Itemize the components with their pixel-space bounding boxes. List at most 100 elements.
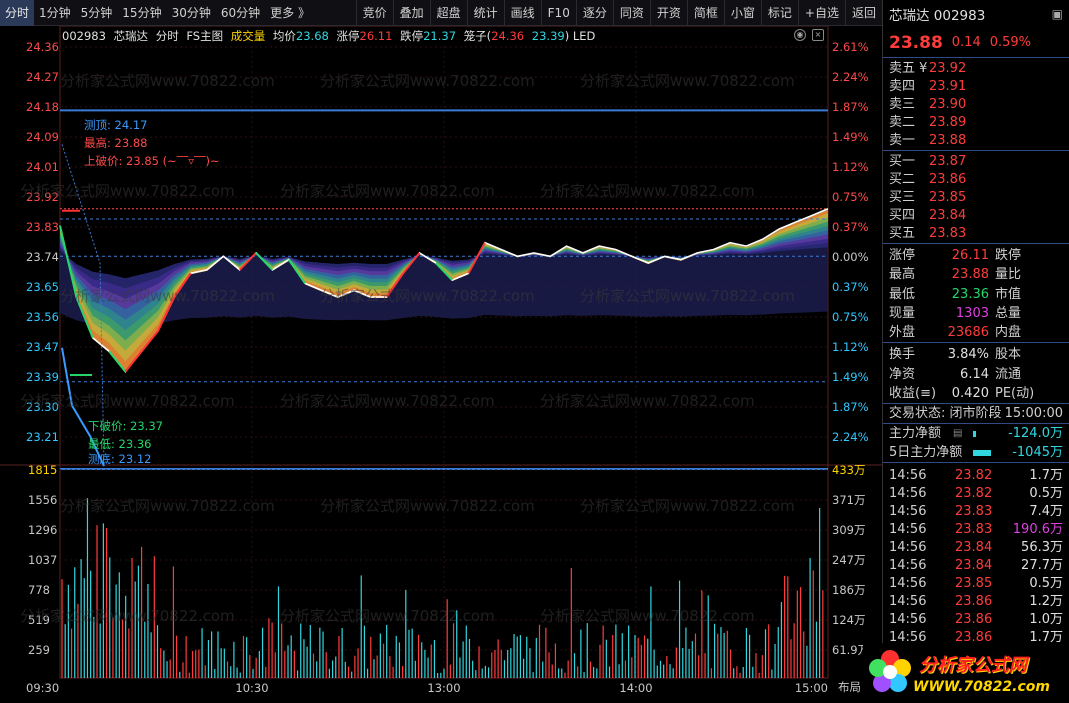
timeframe-tab[interactable]: 15分钟 bbox=[122, 5, 162, 20]
volume-tick-label-right: 433万 bbox=[832, 463, 865, 477]
panel-title: 芯瑞达 002983 bbox=[889, 8, 986, 24]
timeframe-tab[interactable]: 1分钟 bbox=[39, 5, 71, 20]
book-level-label: 卖四 bbox=[889, 79, 916, 94]
trade-time: 14:56 bbox=[889, 576, 927, 592]
stat-row: 外盘 23686 内盘 bbox=[883, 323, 1069, 342]
close-icon[interactable]: ▣ bbox=[1051, 7, 1063, 21]
trade-time: 14:56 bbox=[889, 486, 927, 502]
book-level-label: 卖五 ¥ bbox=[889, 61, 928, 76]
quote-panel: 芯瑞达 002983 ▣ 23.88 0.14 0.59% 卖五 ¥23.92 卖… bbox=[882, 0, 1069, 703]
timeframe-tab[interactable]: 分时 bbox=[0, 0, 35, 26]
book-row[interactable]: 卖二 23.89 bbox=[883, 114, 1069, 132]
price-change-pct: 0.59% bbox=[989, 35, 1032, 50]
test-bottom-path bbox=[61, 347, 105, 467]
chart-canvas[interactable]: 24.36 2.61% 24.27 2.24% 24.18 1.87% 24.09 1.49%… bbox=[0, 26, 882, 703]
toolbar-actions: 竞价 叠加 超盘 统计 画线 F10 逐分 同资 开资 简框 小窗 标记 +自选 返回 bbox=[355, 0, 882, 26]
toolbar-button[interactable]: +自选 bbox=[797, 0, 845, 26]
trade-volume: 190.6万 bbox=[1012, 522, 1063, 538]
book-row[interactable]: 买一 23.87 bbox=[883, 153, 1069, 171]
intraday-chart[interactable]: 24.36 2.61% 24.27 2.24% 24.18 1.87% 24.09 1.49%… bbox=[0, 26, 882, 703]
book-level-label: 买五 bbox=[889, 226, 916, 241]
toolbar-button[interactable]: 超盘 bbox=[429, 0, 467, 26]
book-qty bbox=[993, 60, 1063, 78]
book-level-label: 卖二 bbox=[889, 115, 916, 130]
book-row[interactable]: 买五 23.83 bbox=[883, 225, 1069, 243]
toolbar-button[interactable]: 竞价 bbox=[355, 0, 393, 26]
book-row[interactable]: 买四 23.84 bbox=[883, 207, 1069, 225]
book-row[interactable]: 卖三 23.90 bbox=[883, 96, 1069, 114]
book-qty bbox=[993, 153, 1063, 171]
chart-info-line: 002983 芯瑞达 分时 FS主图 成交量 均价23.68 涨停26.11 跌… bbox=[62, 28, 599, 44]
trade-list[interactable]: 14:56 23.82 1.7万 14:56 23.82 0.5万 14:56 23.83 7.… bbox=[883, 463, 1069, 647]
table-icon[interactable]: ▤ bbox=[953, 428, 963, 440]
stat-value: 1303 bbox=[955, 305, 989, 321]
trade-status: 交易状态: 闭市阶段 15:00:00 bbox=[883, 404, 1069, 423]
trade-time: 14:56 bbox=[889, 468, 927, 484]
price-segment bbox=[124, 350, 143, 373]
book-level-label: 买四 bbox=[889, 208, 916, 223]
volume-tick-label-right: 247万 bbox=[832, 553, 865, 567]
volume-tick-label: 1556 bbox=[28, 493, 57, 507]
watermark-text: 分析家公式网www.70822.com bbox=[580, 72, 795, 90]
trade-price: 23.85 bbox=[955, 576, 993, 592]
trade-time: 14:56 bbox=[889, 630, 927, 646]
toolbar-button[interactable]: 简框 bbox=[686, 0, 724, 26]
stock-code: 002983 bbox=[62, 29, 106, 43]
stat-label-2: PE(动) bbox=[995, 386, 1035, 402]
trade-price: 23.86 bbox=[955, 630, 993, 646]
pct-tick-label: 0.37% bbox=[832, 280, 869, 294]
toolbar-button[interactable]: F10 bbox=[540, 0, 576, 26]
watermark-text: 分析家公式网www.70822.com bbox=[60, 72, 275, 90]
book-row[interactable]: 买二 23.86 bbox=[883, 171, 1069, 189]
timeframe-tab[interactable]: 30分钟 bbox=[171, 5, 211, 20]
current-price: 23.88 bbox=[889, 32, 943, 53]
chart-mode: 分时 bbox=[155, 29, 179, 43]
toolbar-button[interactable]: 叠加 bbox=[392, 0, 430, 26]
watermark-text: 分析家公式网www.70822.com bbox=[540, 607, 755, 625]
stat-label-2: 内盘 bbox=[995, 325, 1022, 341]
timeframe-tab[interactable]: 60分钟 bbox=[220, 5, 261, 20]
timeframe-tab[interactable]: 更多 》 bbox=[270, 5, 310, 20]
toolbar-button[interactable]: 返回 bbox=[844, 0, 882, 26]
trade-row: 14:56 23.83 190.6万 bbox=[883, 521, 1069, 539]
book-row[interactable]: 卖四 23.91 bbox=[883, 78, 1069, 96]
trade-status-time: 15:00:00 bbox=[1004, 406, 1063, 422]
price-tick-label: 23.21 bbox=[26, 430, 59, 444]
stat-row: 现量 1303 总量 bbox=[883, 304, 1069, 323]
high-label: 最高: 23.88 bbox=[84, 136, 148, 150]
toolbar-button[interactable]: 小窗 bbox=[723, 0, 761, 26]
watermark-text: 分析家公式网www.70822.com bbox=[20, 392, 235, 410]
settings-icon[interactable]: ◉ bbox=[794, 29, 806, 41]
toolbar-button[interactable]: 同资 bbox=[612, 0, 650, 26]
stock-name: 芯瑞达 bbox=[113, 29, 149, 43]
cage-label: 笼子( bbox=[463, 29, 492, 43]
toolbar-button[interactable]: 标记 bbox=[760, 0, 798, 26]
price-summary: 23.88 0.14 0.59% bbox=[883, 28, 1069, 58]
mainflow-label: 主力净额 bbox=[889, 426, 942, 442]
timeframe-tab[interactable]: 5分钟 bbox=[80, 5, 113, 20]
book-qty bbox=[993, 207, 1063, 225]
book-row[interactable]: 买三 23.85 bbox=[883, 189, 1069, 207]
price-segment bbox=[59, 225, 78, 298]
toolbar-button[interactable]: 开资 bbox=[649, 0, 687, 26]
layout-button[interactable]: 布局 bbox=[838, 680, 861, 694]
trade-row: 14:56 23.82 0.5万 bbox=[883, 485, 1069, 503]
watermark-text: 分析家公式网www.70822.com bbox=[280, 607, 495, 625]
toolbar-button[interactable]: 逐分 bbox=[575, 0, 613, 26]
watermark-text: 分析家公式网www.70822.com bbox=[540, 182, 755, 200]
volume-tick-label-right: 61.9万 bbox=[832, 643, 869, 657]
close-icon[interactable]: × bbox=[812, 29, 824, 41]
logo-name: 分析家公式网 bbox=[919, 655, 1027, 676]
toolbar-button[interactable]: 画线 bbox=[503, 0, 541, 26]
price-segment bbox=[108, 350, 127, 373]
toolbar-button[interactable]: 统计 bbox=[466, 0, 504, 26]
mainflow5-value: -1045万 bbox=[1012, 445, 1063, 461]
book-price: 23.91 bbox=[929, 79, 967, 94]
trade-time: 14:56 bbox=[889, 594, 927, 610]
trade-price: 23.86 bbox=[955, 612, 993, 628]
trade-row: 14:56 23.84 56.3万 bbox=[883, 539, 1069, 557]
trade-row: 14:56 23.86 1.7万 bbox=[883, 629, 1069, 647]
book-row[interactable]: 卖一 23.88 bbox=[883, 132, 1069, 150]
book-row[interactable]: 卖五 ¥23.92 bbox=[883, 60, 1069, 78]
price-segment bbox=[435, 262, 453, 281]
